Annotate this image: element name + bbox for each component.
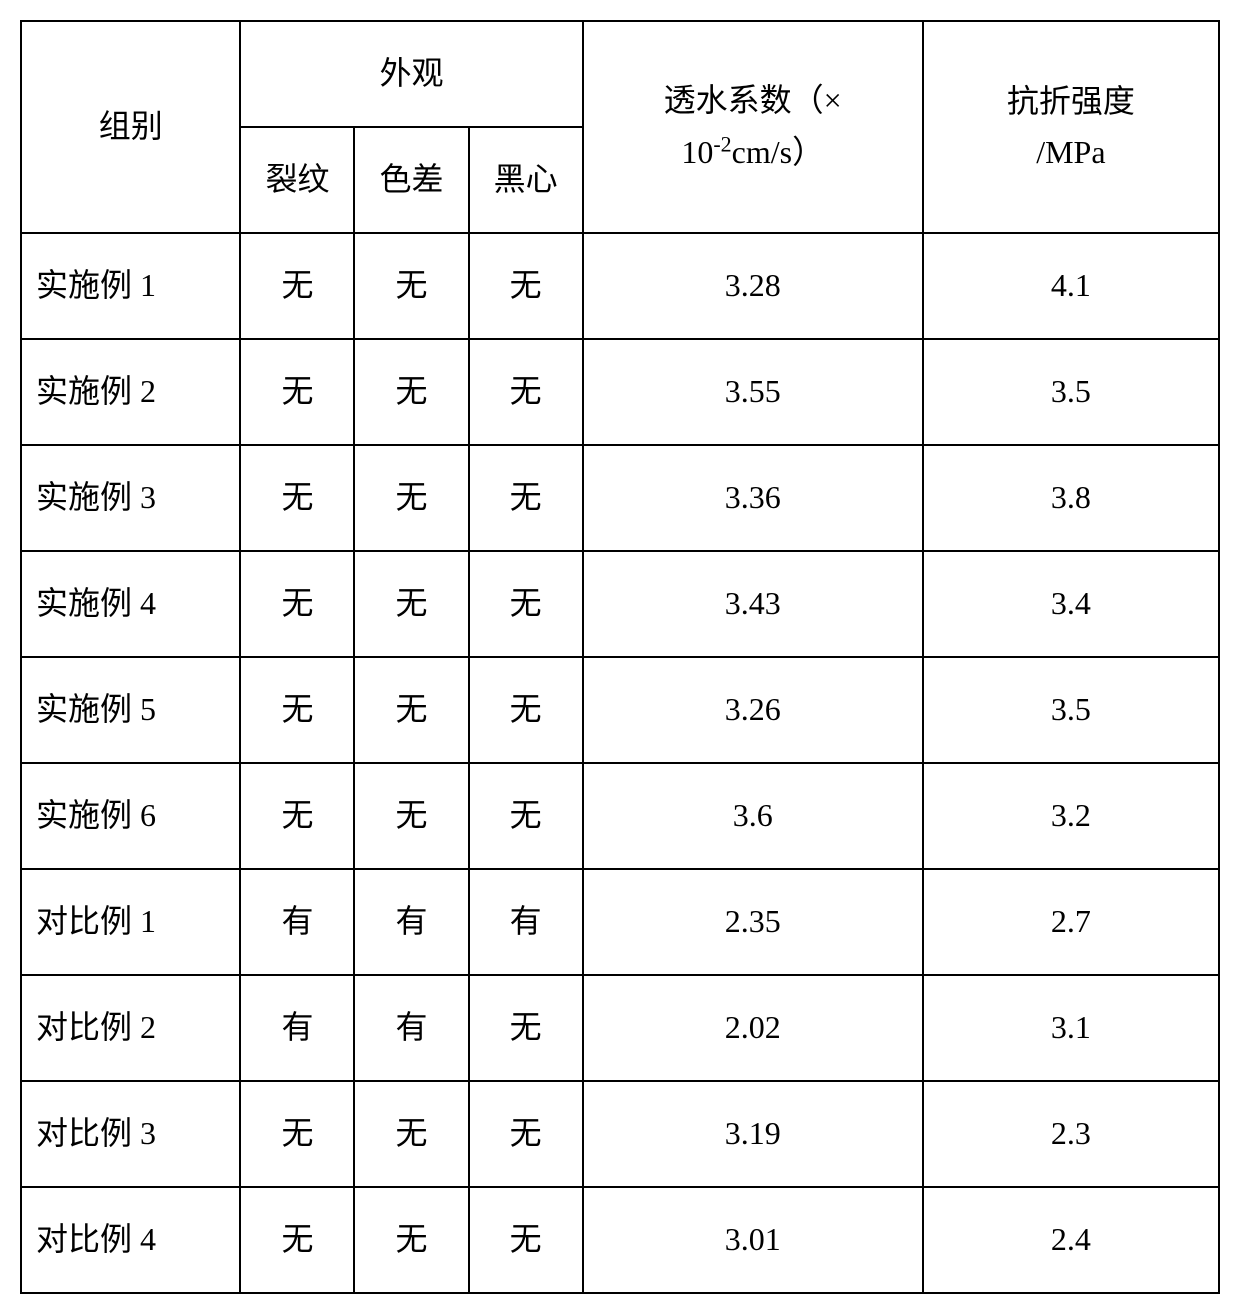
data-table: 组别 外观 透水系数（× 10-2cm/s） 抗折强度 /MPa 裂纹 色差 黑…	[20, 20, 1220, 1294]
header-appearance: 外观	[240, 21, 582, 127]
cell-permeability: 3.43	[583, 551, 923, 657]
cell-crack: 无	[240, 233, 354, 339]
cell-crack: 有	[240, 869, 354, 975]
cell-black-core: 无	[469, 445, 583, 551]
cell-color-diff: 有	[354, 975, 468, 1081]
cell-permeability: 2.02	[583, 975, 923, 1081]
header-strength: 抗折强度 /MPa	[923, 21, 1219, 233]
table-body: 实施例 1无无无3.284.1实施例 2无无无3.553.5实施例 3无无无3.…	[21, 233, 1219, 1293]
cell-strength: 2.3	[923, 1081, 1219, 1187]
header-black-core: 黑心	[469, 127, 583, 233]
cell-permeability: 2.35	[583, 869, 923, 975]
cell-group-label: 实施例 4	[21, 551, 240, 657]
cell-crack: 无	[240, 657, 354, 763]
cell-black-core: 无	[469, 1187, 583, 1293]
table-row: 对比例 4无无无3.012.4	[21, 1187, 1219, 1293]
cell-color-diff: 无	[354, 1187, 468, 1293]
cell-black-core: 无	[469, 1081, 583, 1187]
cell-permeability: 3.6	[583, 763, 923, 869]
cell-group-label: 实施例 3	[21, 445, 240, 551]
table-row: 对比例 1有有有2.352.7	[21, 869, 1219, 975]
cell-group-label: 对比例 2	[21, 975, 240, 1081]
cell-black-core: 有	[469, 869, 583, 975]
cell-color-diff: 无	[354, 233, 468, 339]
table-row: 实施例 2无无无3.553.5	[21, 339, 1219, 445]
header-color-diff: 色差	[354, 127, 468, 233]
cell-color-diff: 无	[354, 339, 468, 445]
cell-color-diff: 无	[354, 445, 468, 551]
cell-permeability: 3.26	[583, 657, 923, 763]
cell-strength: 4.1	[923, 233, 1219, 339]
cell-strength: 3.8	[923, 445, 1219, 551]
table-header: 组别 外观 透水系数（× 10-2cm/s） 抗折强度 /MPa 裂纹 色差 黑…	[21, 21, 1219, 233]
cell-crack: 无	[240, 1081, 354, 1187]
table-row: 对比例 3无无无3.192.3	[21, 1081, 1219, 1187]
cell-strength: 3.1	[923, 975, 1219, 1081]
cell-strength: 3.4	[923, 551, 1219, 657]
cell-group-label: 实施例 6	[21, 763, 240, 869]
table-row: 实施例 4无无无3.433.4	[21, 551, 1219, 657]
cell-black-core: 无	[469, 339, 583, 445]
cell-black-core: 无	[469, 551, 583, 657]
cell-strength: 3.2	[923, 763, 1219, 869]
header-permeability: 透水系数（× 10-2cm/s）	[583, 21, 923, 233]
table-row: 实施例 6无无无3.63.2	[21, 763, 1219, 869]
cell-color-diff: 无	[354, 551, 468, 657]
cell-strength: 2.7	[923, 869, 1219, 975]
cell-permeability: 3.28	[583, 233, 923, 339]
cell-permeability: 3.55	[583, 339, 923, 445]
cell-group-label: 实施例 1	[21, 233, 240, 339]
cell-color-diff: 有	[354, 869, 468, 975]
cell-group-label: 对比例 1	[21, 869, 240, 975]
cell-color-diff: 无	[354, 1081, 468, 1187]
cell-group-label: 实施例 5	[21, 657, 240, 763]
cell-strength: 2.4	[923, 1187, 1219, 1293]
cell-black-core: 无	[469, 763, 583, 869]
cell-permeability: 3.01	[583, 1187, 923, 1293]
table-row: 实施例 5无无无3.263.5	[21, 657, 1219, 763]
cell-black-core: 无	[469, 975, 583, 1081]
header-group: 组别	[21, 21, 240, 233]
cell-permeability: 3.19	[583, 1081, 923, 1187]
cell-group-label: 实施例 2	[21, 339, 240, 445]
cell-crack: 无	[240, 1187, 354, 1293]
cell-strength: 3.5	[923, 339, 1219, 445]
cell-crack: 有	[240, 975, 354, 1081]
cell-group-label: 对比例 3	[21, 1081, 240, 1187]
cell-color-diff: 无	[354, 763, 468, 869]
cell-crack: 无	[240, 445, 354, 551]
cell-permeability: 3.36	[583, 445, 923, 551]
table-row: 实施例 3无无无3.363.8	[21, 445, 1219, 551]
cell-crack: 无	[240, 551, 354, 657]
table-row: 对比例 2有有无2.023.1	[21, 975, 1219, 1081]
cell-black-core: 无	[469, 233, 583, 339]
cell-black-core: 无	[469, 657, 583, 763]
cell-crack: 无	[240, 763, 354, 869]
header-crack: 裂纹	[240, 127, 354, 233]
cell-strength: 3.5	[923, 657, 1219, 763]
cell-group-label: 对比例 4	[21, 1187, 240, 1293]
table-row: 实施例 1无无无3.284.1	[21, 233, 1219, 339]
cell-color-diff: 无	[354, 657, 468, 763]
cell-crack: 无	[240, 339, 354, 445]
